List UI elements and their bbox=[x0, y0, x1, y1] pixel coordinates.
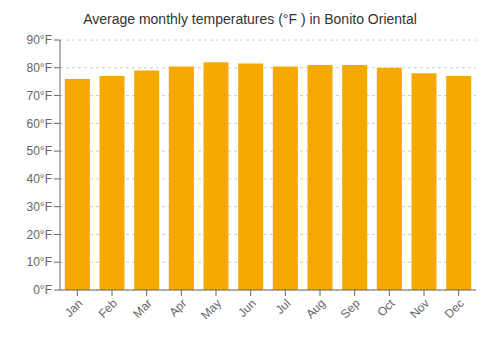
svg-text:50°F: 50°F bbox=[27, 144, 52, 158]
svg-text:40°F: 40°F bbox=[27, 172, 52, 186]
svg-text:70°F: 70°F bbox=[27, 89, 52, 103]
svg-text:90°F: 90°F bbox=[27, 33, 52, 47]
svg-text:0°F: 0°F bbox=[33, 283, 52, 297]
svg-text:10°F: 10°F bbox=[27, 255, 52, 269]
svg-text:Feb: Feb bbox=[96, 296, 121, 321]
svg-text:Dec: Dec bbox=[442, 296, 467, 321]
svg-text:60°F: 60°F bbox=[27, 117, 52, 131]
svg-text:Jul: Jul bbox=[273, 296, 294, 317]
svg-text:Nov: Nov bbox=[407, 296, 432, 321]
svg-text:30°F: 30°F bbox=[27, 200, 52, 214]
svg-text:Aug: Aug bbox=[303, 296, 328, 321]
html-text:Average monthly temperatures (: Average monthly temperatures (°F ) in Bo… bbox=[83, 11, 417, 27]
svg-text:Sep: Sep bbox=[338, 296, 363, 321]
svg-text:Apr: Apr bbox=[166, 296, 189, 319]
svg-text:May: May bbox=[198, 296, 224, 322]
svg-text:Jan: Jan bbox=[62, 296, 86, 320]
svg-text:Jun: Jun bbox=[235, 296, 259, 320]
svg-text:20°F: 20°F bbox=[27, 228, 52, 242]
svg-text:Oct: Oct bbox=[374, 296, 398, 320]
svg-text:80°F: 80°F bbox=[27, 61, 52, 75]
svg-text:Mar: Mar bbox=[130, 296, 155, 321]
